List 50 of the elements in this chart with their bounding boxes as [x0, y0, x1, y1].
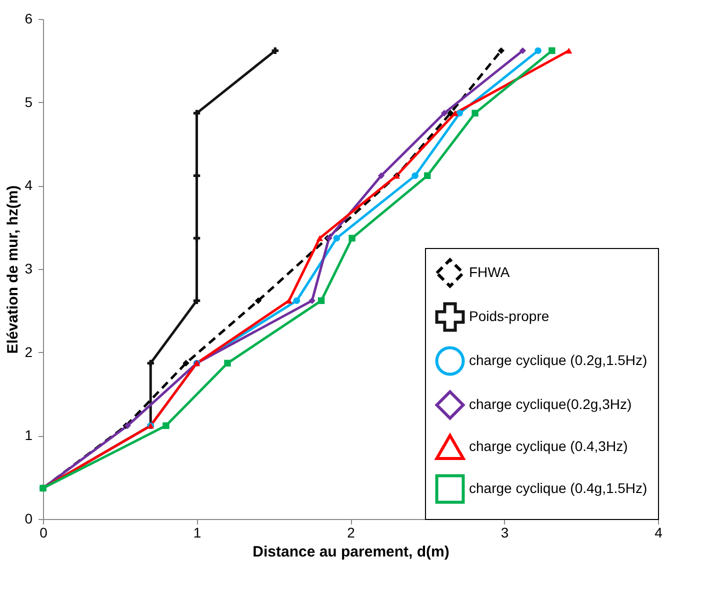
y-tick-label: 5 [24, 94, 33, 110]
point [519, 47, 526, 54]
point [293, 297, 300, 304]
point [308, 297, 316, 304]
point [333, 234, 340, 242]
y-tick-label: 6 [24, 10, 33, 26]
point [193, 172, 200, 180]
point [316, 235, 324, 242]
y-tick-label: 4 [24, 177, 33, 194]
x-tick-label: 0 [40, 524, 48, 540]
y-tick-label: 2 [24, 344, 33, 360]
point [348, 234, 356, 242]
point [456, 110, 464, 117]
y-tick-label: 0 [24, 510, 33, 526]
point [412, 172, 418, 180]
point [424, 172, 431, 180]
point [534, 47, 542, 54]
point [286, 298, 292, 304]
point [472, 110, 478, 117]
point [378, 172, 385, 180]
point [147, 360, 154, 367]
legend-label: charge cyclique(0.2g,3Hz) [469, 396, 632, 412]
point [182, 360, 190, 367]
point [440, 110, 448, 117]
point [193, 297, 200, 304]
x-tick-label: 1 [193, 524, 202, 540]
y-axis-title: Elévation de mur, hz(m) [4, 185, 22, 354]
point [498, 47, 505, 54]
point [447, 110, 454, 117]
point [452, 110, 458, 116]
point [565, 48, 572, 54]
point [254, 297, 262, 304]
y-tick-label: 1 [24, 427, 33, 444]
legend-label: Poids-propre [469, 308, 550, 324]
point [193, 110, 200, 117]
y-tick-label: 3 [24, 260, 33, 276]
legend-label: charge cyclique (0.4g,1.5Hz) [469, 480, 648, 496]
legend-label: charge cyclique (0.4,3Hz) [469, 438, 628, 454]
point [162, 422, 170, 430]
x-tick-label: 4 [654, 524, 663, 540]
point [224, 360, 231, 367]
legend-label: FHWA [469, 264, 510, 280]
x-tick-label: 2 [347, 524, 356, 540]
point [318, 297, 325, 304]
point [272, 47, 279, 54]
x-axis-title: Distance au parement, d(m) [252, 544, 450, 560]
legend-label: charge cyclique (0.2g,1.5Hz) [469, 352, 648, 368]
point [548, 47, 556, 54]
x-tick-label: 3 [500, 524, 509, 540]
point [193, 234, 200, 242]
